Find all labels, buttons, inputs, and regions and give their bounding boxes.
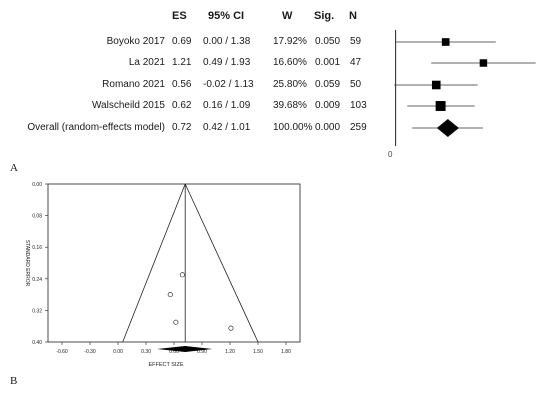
header-n: N [349,10,357,22]
y-axis-label: STANDARD ERROR [24,240,30,287]
forest-plot-graph [394,30,536,146]
study-weight: 39.68% [273,100,307,111]
effect-size-marker [479,59,488,67]
panel-label-b: B [10,375,18,387]
x-tick-label: 1.80 [281,349,291,355]
study-name: Boyoko 2017 [106,36,165,47]
study-sig: 0.059 [315,79,341,90]
study-weight: 17.92% [273,36,307,47]
x-tick-label: -0.30 [84,349,96,355]
x-tick-label: 0.00 [113,349,123,355]
plot-frame [47,183,301,343]
header-es: ES [172,10,187,22]
y-tick-label: 0.40 [32,340,42,346]
x-tick-label: 1.20 [225,349,235,355]
summary-diamond [157,346,213,352]
y-tick-label: 0.08 [32,214,42,220]
study-n: 50 [350,79,362,90]
x-axis-label: EFFECT SIZE [148,362,183,368]
study-n: 47 [350,57,362,68]
forest-axis-zero-label: 0 [388,150,393,159]
study-name: La 2021 [128,57,165,68]
study-n: 103 [350,100,367,111]
study-es: 0.62 [172,100,192,111]
study-es: 1.21 [172,57,192,68]
y-tick-label: 0.24 [32,277,42,283]
study-weight: 16.60% [273,57,307,68]
y-tick-label: 0.32 [32,308,42,314]
study-ci: -0.02 / 1.13 [203,79,254,90]
funnel-right-line [184,183,259,343]
overall-sig: 0.000 [315,122,341,133]
study-sig: 0.001 [315,57,341,68]
effect-size-marker [431,80,441,90]
study-point [167,292,173,298]
forest-plot-panel: ES 95% CI W Sig. N Boyoko 2017 0.69 0.00 /… [0,0,550,165]
overall-ci: 0.42 / 1.01 [203,122,251,133]
overall-n: 259 [350,122,367,133]
header-ci: 95% CI [208,10,245,22]
study-ci: 0.16 / 1.09 [203,100,251,111]
study-point [179,272,185,278]
study-point [173,319,179,325]
study-weight: 25.80% [273,79,307,90]
study-name: Romano 2021 [102,79,165,90]
x-tick-label: 0.60 [169,349,179,355]
panel-label-a: A [10,162,18,174]
overall-diamond [436,119,459,137]
x-tick-label: -0.60 [56,349,68,355]
study-es: 0.69 [172,36,192,47]
effect-size-marker [441,38,450,46]
y-tick-label: 0.16 [32,245,42,251]
effect-size-marker [435,101,446,111]
study-name: Walscheild 2015 [91,100,165,111]
funnel-plot: 0.00 0.08 0.16 0.24 0.32 0.40 -0.60 -0.30 0.00 0.… [24,182,301,368]
study-sig: 0.050 [315,36,341,47]
study-ci: 0.00 / 1.38 [203,36,251,47]
funnel-left-line [122,183,186,343]
header-weight: W [282,10,293,22]
study-point [228,325,234,331]
study-n: 59 [350,36,362,47]
x-tick-label: 0.30 [141,349,151,355]
x-tick-label: 1.50 [253,349,263,355]
x-tick-label: 0.90 [197,349,207,355]
study-sig: 0.009 [315,100,341,111]
overall-es: 0.72 [172,122,192,133]
study-ci: 0.49 / 1.93 [203,57,251,68]
header-sig: Sig. [314,10,335,22]
overall-weight: 100.00% [273,122,313,133]
y-tick-label: 0.00 [32,182,42,188]
study-es: 0.56 [172,79,192,90]
overall-label: Overall (random-effects model) [27,122,165,133]
